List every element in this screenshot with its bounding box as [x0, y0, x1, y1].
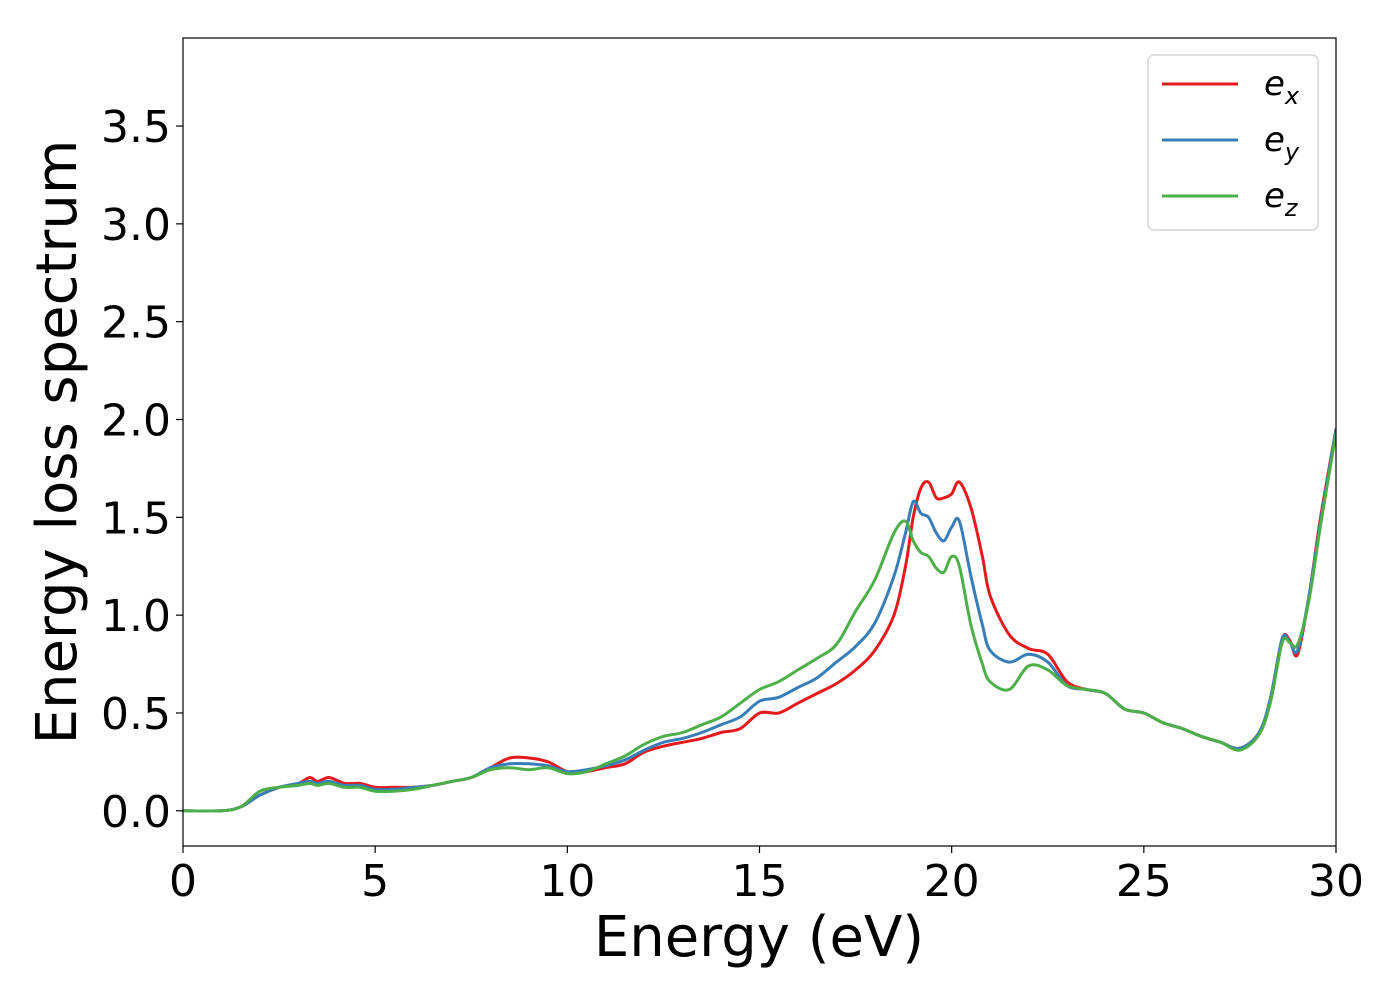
- legend-label-base: e: [1264, 120, 1285, 160]
- series-line-e-z: [183, 431, 1336, 813]
- x-tick-label: 25: [1116, 856, 1172, 907]
- y-tick-label: 1.5: [101, 493, 171, 544]
- y-tick-label: 3.0: [101, 200, 171, 251]
- series-layer: [183, 427, 1336, 813]
- legend-label-base: e: [1264, 64, 1285, 104]
- y-tick-label: 0.0: [101, 787, 171, 838]
- y-axis-ticks: 0.0 0.5 1.0 1.5 2.0 2.5 3.0 3.5: [101, 102, 183, 838]
- x-tick-label: 20: [924, 856, 980, 907]
- x-axis-ticks: 0 5 10 15 20 25 30: [169, 846, 1364, 907]
- x-axis-label: Energy (eV): [594, 905, 924, 970]
- legend-label-base: e: [1264, 176, 1285, 216]
- x-tick-label: 15: [732, 856, 788, 907]
- y-tick-label: 1.0: [101, 591, 171, 642]
- x-tick-label: 0: [169, 856, 197, 907]
- legend-label-subscript: y: [1284, 138, 1300, 166]
- x-tick-label: 30: [1308, 856, 1364, 907]
- y-tick-label: 0.5: [101, 689, 171, 740]
- y-tick-label: 2.5: [101, 298, 171, 349]
- legend-box: [1147, 54, 1319, 231]
- legend-label-e-y: ey: [1264, 120, 1300, 166]
- x-tick-label: 10: [539, 856, 595, 907]
- y-axis-label: Energy loss spectrum: [25, 140, 90, 745]
- legend-label-subscript: z: [1284, 194, 1299, 222]
- legend-label-e-z: ez: [1264, 176, 1299, 222]
- legend-label-subscript: x: [1284, 82, 1300, 110]
- x-tick-label: 5: [361, 856, 389, 907]
- y-tick-label: 2.0: [101, 396, 171, 447]
- legend-label-e-x: ex: [1264, 64, 1300, 110]
- y-tick-label: 3.5: [101, 102, 171, 153]
